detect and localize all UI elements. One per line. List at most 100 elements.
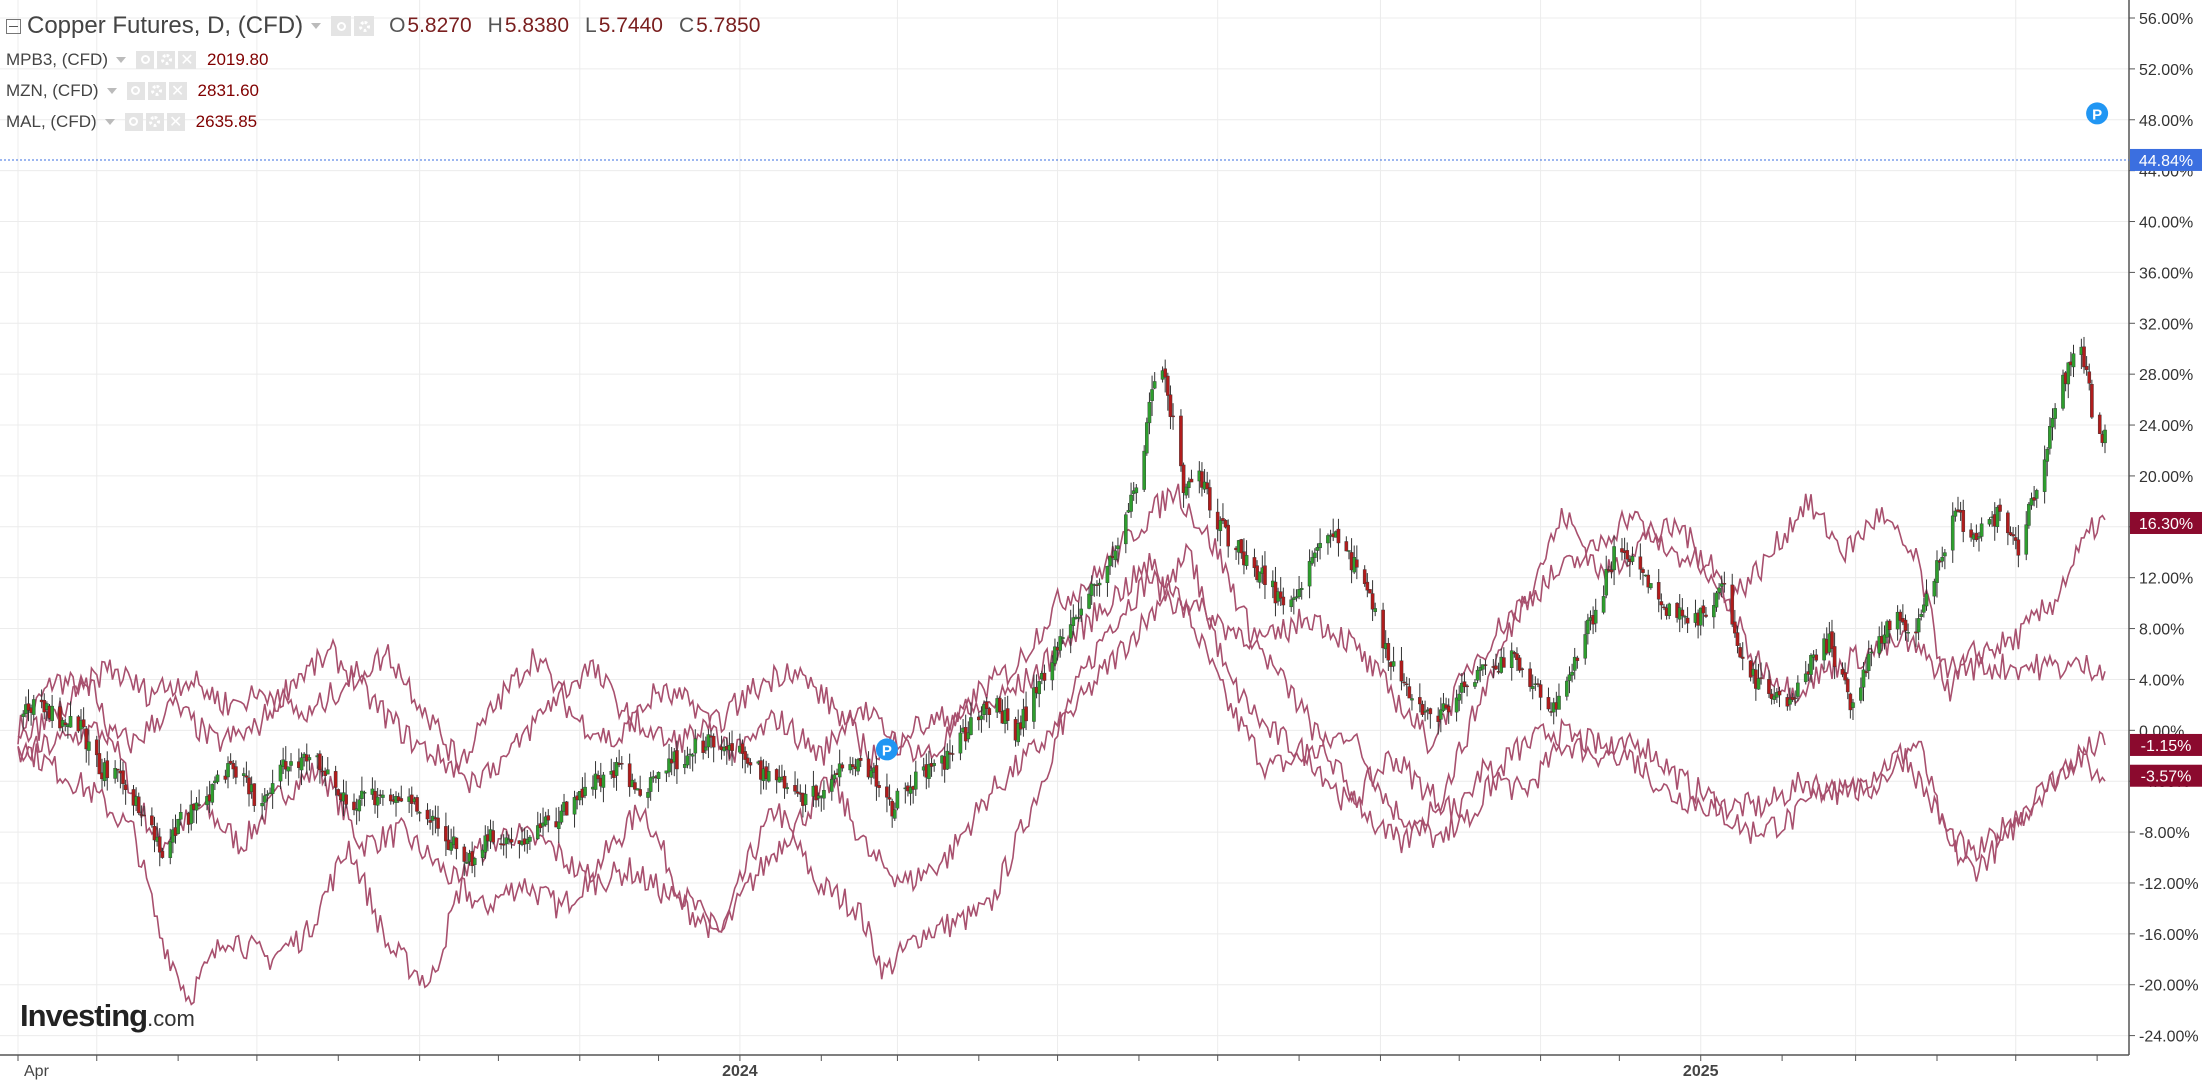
candle-body: [333, 771, 338, 788]
candle-body: [1887, 620, 1892, 631]
candle-body: [675, 750, 679, 770]
candle-body: [1502, 657, 1506, 668]
candle-body: [97, 753, 102, 775]
candle-body: [231, 763, 236, 770]
candle-body: [94, 739, 99, 756]
candle-body: [1053, 646, 1057, 664]
gear-icon[interactable]: [145, 112, 164, 131]
eye-icon[interactable]: [136, 50, 154, 69]
candle-body: [1517, 657, 1522, 671]
candle-body: [241, 773, 246, 776]
close-icon[interactable]: ✕: [178, 50, 196, 69]
close-icon[interactable]: ✕: [168, 81, 187, 100]
candle-body: [1208, 487, 1212, 511]
candle-body: [2082, 346, 2086, 368]
candle-body: [1292, 597, 1296, 600]
candle-body: [858, 757, 863, 761]
candle-body: [1058, 636, 1062, 651]
candle-body: [1866, 653, 1871, 671]
candle-body: [1152, 381, 1157, 389]
value-badge: [2130, 511, 2202, 534]
candle-body: [740, 743, 745, 754]
candle-body: [270, 783, 275, 794]
candle-body: [1407, 686, 1412, 699]
candle-body: [1809, 655, 1813, 675]
candle-body: [2034, 490, 2039, 499]
gear-icon[interactable]: [147, 81, 166, 100]
y-tick-label: 56.00%: [2139, 11, 2193, 28]
candle-body: [2027, 503, 2031, 526]
candle-body: [1076, 617, 1081, 619]
open-value: 5.8270: [407, 14, 472, 37]
ohlc-values: O 5.8270 H 5.8380 L 5.7440 C 5.7850: [389, 14, 776, 38]
gear-icon[interactable]: [354, 16, 375, 36]
candle-body: [415, 797, 419, 812]
comparison-line: [17, 542, 2106, 1006]
candle-body: [115, 768, 120, 771]
candle-body: [1530, 686, 1535, 689]
candle-body: [1906, 632, 1910, 634]
candle-body: [1659, 601, 1664, 606]
legend-sub-row: MZN, (CFD) ✕ 2831.60: [6, 75, 776, 106]
collapse-legend-button[interactable]: [6, 18, 21, 34]
candle-body: [1698, 607, 1703, 626]
close-icon[interactable]: ✕: [166, 112, 185, 131]
chevron-down-icon[interactable]: [116, 56, 126, 63]
eye-icon[interactable]: [331, 16, 352, 36]
gear-icon[interactable]: [157, 50, 175, 69]
candle-body: [1462, 681, 1467, 688]
candle-body: [1150, 389, 1154, 401]
candle-body: [1777, 690, 1782, 696]
candle-body: [1179, 415, 1183, 467]
open-key: O: [389, 14, 406, 37]
candle-body: [399, 798, 404, 802]
candle-body: [1446, 706, 1451, 713]
candle-body: [1575, 657, 1580, 661]
candle-body: [2029, 498, 2034, 506]
candle-body: [890, 800, 894, 817]
chevron-down-icon[interactable]: [104, 118, 115, 125]
candle-body: [1864, 671, 1868, 674]
marker-icon: [875, 738, 898, 761]
candle-body: [223, 775, 228, 780]
eye-icon[interactable]: [126, 81, 145, 100]
candle-body: [1604, 568, 1609, 596]
candle-body: [745, 757, 750, 764]
candle-body: [1843, 672, 1847, 681]
candle-body: [1953, 510, 1958, 517]
candle-body: [1583, 634, 1588, 659]
candle-body: [265, 794, 270, 796]
candle-body: [1105, 566, 1110, 583]
candle-body: [1649, 583, 1653, 589]
candle-body: [1494, 665, 1498, 670]
candle-body: [1373, 608, 1378, 612]
candle-body: [197, 804, 201, 806]
candle-body: [1919, 613, 1924, 617]
candle-body: [425, 809, 430, 820]
candle-body: [81, 719, 86, 728]
candle-body: [1129, 494, 1133, 512]
candle-body: [360, 790, 364, 799]
candle-body: [2013, 537, 2018, 541]
candle-body: [2048, 426, 2052, 449]
candle-body: [1113, 550, 1118, 561]
candle-body: [2084, 366, 2089, 371]
candle-body: [1226, 524, 1230, 547]
value-badge: [2130, 148, 2202, 171]
chevron-down-icon[interactable]: [311, 23, 322, 29]
candle-body: [848, 764, 852, 771]
eye-icon[interactable]: [124, 112, 143, 131]
investing-logo: Investing.com: [20, 998, 195, 1034]
candle-body: [63, 722, 68, 725]
candle-body: [1509, 650, 1514, 668]
candle-body: [136, 796, 141, 814]
candle-body: [1830, 631, 1834, 650]
chevron-down-icon[interactable]: [106, 87, 117, 94]
candle-body: [1935, 560, 1939, 583]
candle-body: [1005, 708, 1010, 721]
candle-body: [927, 764, 931, 779]
y-tick-label: 52.00%: [2139, 62, 2193, 79]
candlestick-series: [21, 336, 2107, 878]
marker-label: P: [882, 742, 892, 759]
